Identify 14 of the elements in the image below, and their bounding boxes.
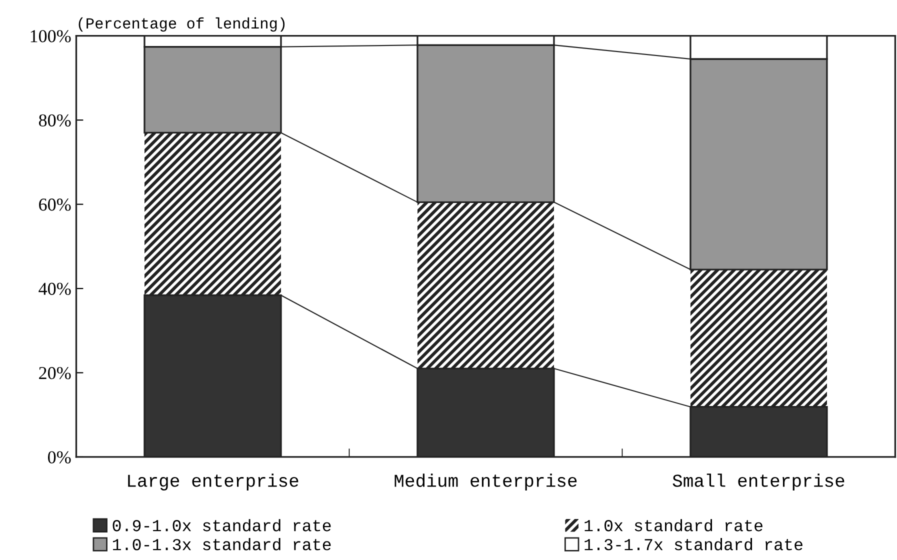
legend-label: 1.3-1.7x standard rate	[584, 538, 802, 550]
x-tick-label: Small enterprise	[672, 474, 844, 490]
y-axis-title: (Percentage of lending)	[78, 17, 285, 32]
y-tick-label: 20%	[39, 366, 71, 380]
y-tick-label: 60%	[39, 198, 71, 211]
y-tick-label: 40%	[38, 282, 71, 296]
y-tick-label: 100%	[30, 30, 71, 42]
x-tick-label: Medium enterprise	[394, 474, 577, 490]
y-tick-label: 80%	[38, 114, 71, 127]
y-tick-label: 0%	[48, 451, 71, 464]
legend-label: 1.0x standard rate	[584, 519, 762, 532]
legend-label: 1.0-1.3x standard rate	[112, 538, 331, 550]
x-tick-label: Large enterprise	[128, 474, 298, 490]
legend-label: 0.9-1.0x standard rate	[112, 519, 331, 532]
